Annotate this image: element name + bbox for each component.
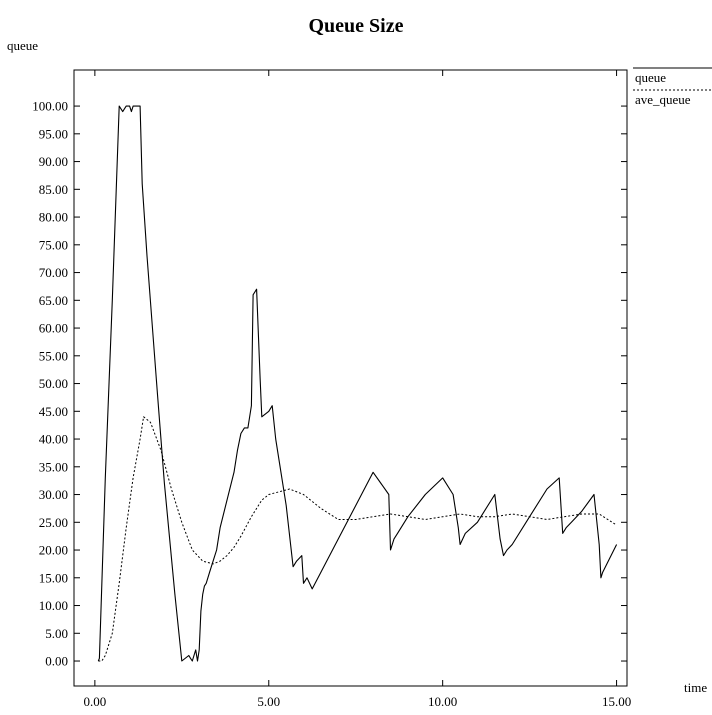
y-tick-label: 50.00 [39, 376, 68, 391]
series-layer [97, 105, 618, 662]
legend-label-ave-queue: ave_queue [635, 92, 691, 107]
x-tick-label: 15.00 [602, 694, 631, 709]
y-tick-label: 10.00 [39, 598, 68, 613]
y-tick-label: 20.00 [39, 543, 68, 558]
y-tick-label: 15.00 [39, 570, 68, 585]
x-axis-ticks: 0.00 5.00 10.00 15.00 [83, 70, 631, 709]
plot-area-frame [73, 69, 628, 687]
y-tick-label: 75.00 [39, 237, 68, 252]
x-axis-label: time [684, 680, 707, 695]
x-tick-label: 5.00 [257, 694, 280, 709]
y-tick-label: 65.00 [39, 293, 68, 308]
series-line-queue [97, 105, 618, 662]
chart-title: Queue Size [309, 15, 404, 37]
x-tick-label: 10.00 [428, 694, 457, 709]
series-line-ave-queue [98, 416, 617, 662]
y-tick-label: 40.00 [39, 432, 68, 447]
y-tick-label: 60.00 [39, 321, 68, 336]
legend-label-queue: queue [635, 70, 666, 85]
y-tick-label: 25.00 [39, 515, 68, 530]
y-tick-label: 80.00 [39, 210, 68, 225]
y-axis-label: queue [7, 38, 38, 53]
legend: queue ave_queue [633, 67, 712, 107]
y-tick-label: 85.00 [39, 182, 68, 197]
y-tick-label: 70.00 [39, 265, 68, 280]
y-tick-label: 5.00 [45, 626, 68, 641]
x-tick-label: 0.00 [83, 694, 106, 709]
y-tick-label: 45.00 [39, 404, 68, 419]
y-tick-label: 95.00 [39, 126, 68, 141]
y-tick-label: 30.00 [39, 487, 68, 502]
y-tick-label: 55.00 [39, 348, 68, 363]
y-tick-label: 100.00 [32, 99, 68, 114]
y-tick-label: 90.00 [39, 154, 68, 169]
y-axis-ticks: 0.00 5.00 10.00 15.00 20.00 25.00 30.00 35.00 40… [32, 99, 627, 669]
y-tick-label: 0.00 [45, 654, 68, 669]
y-tick-label: 35.00 [39, 459, 68, 474]
